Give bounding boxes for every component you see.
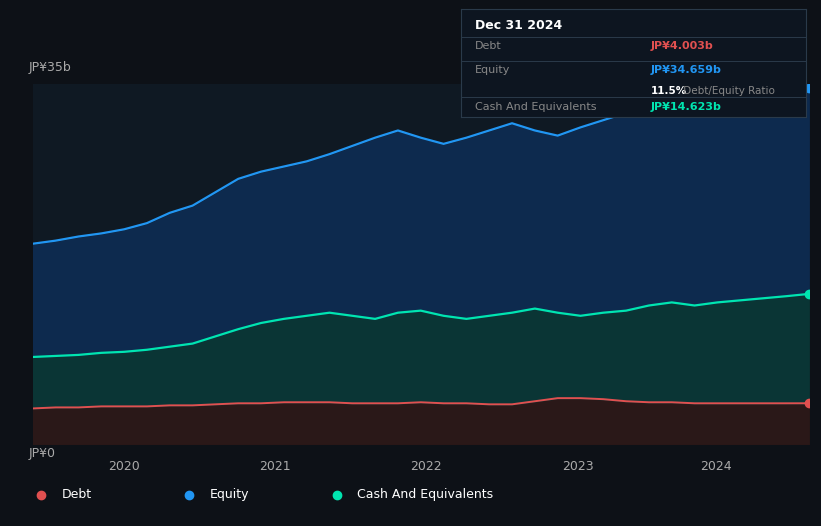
- Text: 2022: 2022: [410, 460, 442, 473]
- Text: Dec 31 2024: Dec 31 2024: [475, 18, 562, 32]
- Text: Cash And Equivalents: Cash And Equivalents: [357, 488, 493, 501]
- Text: 11.5%: 11.5%: [651, 86, 687, 96]
- Text: 2021: 2021: [259, 460, 291, 473]
- Text: Equity: Equity: [475, 65, 511, 75]
- Text: 2020: 2020: [108, 460, 140, 473]
- Text: JP¥35b: JP¥35b: [29, 60, 71, 74]
- Text: Debt: Debt: [62, 488, 92, 501]
- Text: 2024: 2024: [699, 460, 732, 473]
- Text: JP¥4.003b: JP¥4.003b: [651, 42, 713, 52]
- Text: JP¥14.623b: JP¥14.623b: [651, 102, 722, 112]
- Text: Debt: Debt: [475, 42, 502, 52]
- Text: JP¥0: JP¥0: [29, 447, 56, 460]
- Text: Cash And Equivalents: Cash And Equivalents: [475, 102, 597, 112]
- Text: JP¥34.659b: JP¥34.659b: [651, 65, 722, 75]
- Text: 2023: 2023: [562, 460, 594, 473]
- Text: Debt/Equity Ratio: Debt/Equity Ratio: [681, 86, 775, 96]
- Text: Equity: Equity: [209, 488, 249, 501]
